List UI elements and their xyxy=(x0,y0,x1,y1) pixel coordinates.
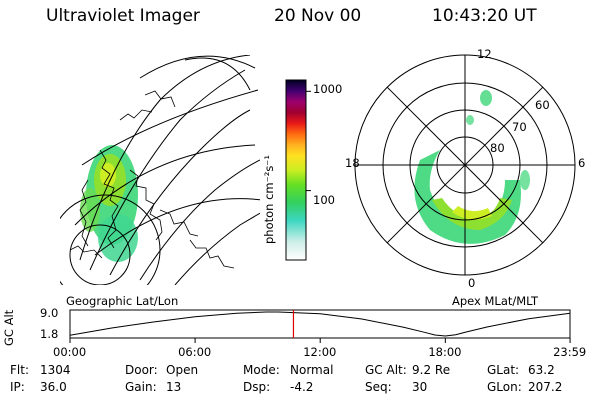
status-label: Seq: xyxy=(365,380,392,394)
status-value: 36.0 xyxy=(40,380,67,394)
time-label: 10:43:20 UT xyxy=(432,6,537,26)
polar-caption: Apex MLat/MLT xyxy=(452,294,539,308)
status-label: IP: xyxy=(10,380,25,394)
status-value: -4.2 xyxy=(290,380,314,394)
colorbar-tick-1000: 1000 xyxy=(313,82,343,96)
colorbar-tick-100: 100 xyxy=(313,193,335,207)
polar-aurora xyxy=(414,90,530,244)
altitude-x-label: 23:59 xyxy=(553,345,587,359)
status-label: Mode: xyxy=(243,363,280,377)
mlt-label-6: 6 xyxy=(578,156,586,170)
status-value: 1304 xyxy=(40,363,71,377)
status-label: GC Alt: xyxy=(365,363,407,377)
mlt-label-12: 12 xyxy=(477,47,492,61)
status-label: Gain: xyxy=(125,380,157,394)
mlt-label-18: 18 xyxy=(345,156,360,170)
status-label: Door: xyxy=(125,363,158,377)
polar-plot xyxy=(354,54,576,276)
altitude-plot-frame xyxy=(69,309,571,339)
status-value: Normal xyxy=(290,363,334,377)
status-value: 63.2 xyxy=(528,363,555,377)
status-label: GLon: xyxy=(487,380,522,394)
status-value: 207.2 xyxy=(528,380,563,394)
geo-caption: Geographic Lat/Lon xyxy=(66,294,179,308)
status-value: 9.2 Re xyxy=(412,363,451,377)
lat-label-60: 60 xyxy=(535,98,550,112)
geographic-map xyxy=(60,55,260,285)
altitude-curve xyxy=(69,311,571,337)
altitude-x-ticks xyxy=(69,338,571,343)
status-value: Open xyxy=(166,363,199,377)
instrument-title: Ultraviolet Imager xyxy=(46,6,200,26)
status-value: 30 xyxy=(412,380,428,394)
altitude-x-label: 00:00 xyxy=(53,345,87,359)
altitude-x-label: 06:00 xyxy=(178,345,212,359)
colorbar-ticks xyxy=(306,90,311,192)
status-label: GLat: xyxy=(487,363,520,377)
altitude-x-label: 12:00 xyxy=(303,345,337,359)
altitude-ylabel: GC Alt xyxy=(2,309,16,346)
lat-label-70: 70 xyxy=(512,120,527,134)
colorbar xyxy=(285,79,307,261)
altitude-ytick-1.8: 1.8 xyxy=(40,327,59,341)
status-label: Flt: xyxy=(10,363,29,377)
altitude-x-label: 18:00 xyxy=(428,345,462,359)
colorbar-unit-label: photon cm⁻²s⁻¹ xyxy=(262,155,276,244)
status-value: 13 xyxy=(166,380,182,394)
lat-label-80: 80 xyxy=(490,141,505,155)
status-label: Dsp: xyxy=(243,380,271,394)
date-label: 20 Nov 00 xyxy=(274,6,362,26)
altitude-ytick-9: 9.0 xyxy=(40,306,59,320)
mlt-label-0: 0 xyxy=(468,276,476,290)
